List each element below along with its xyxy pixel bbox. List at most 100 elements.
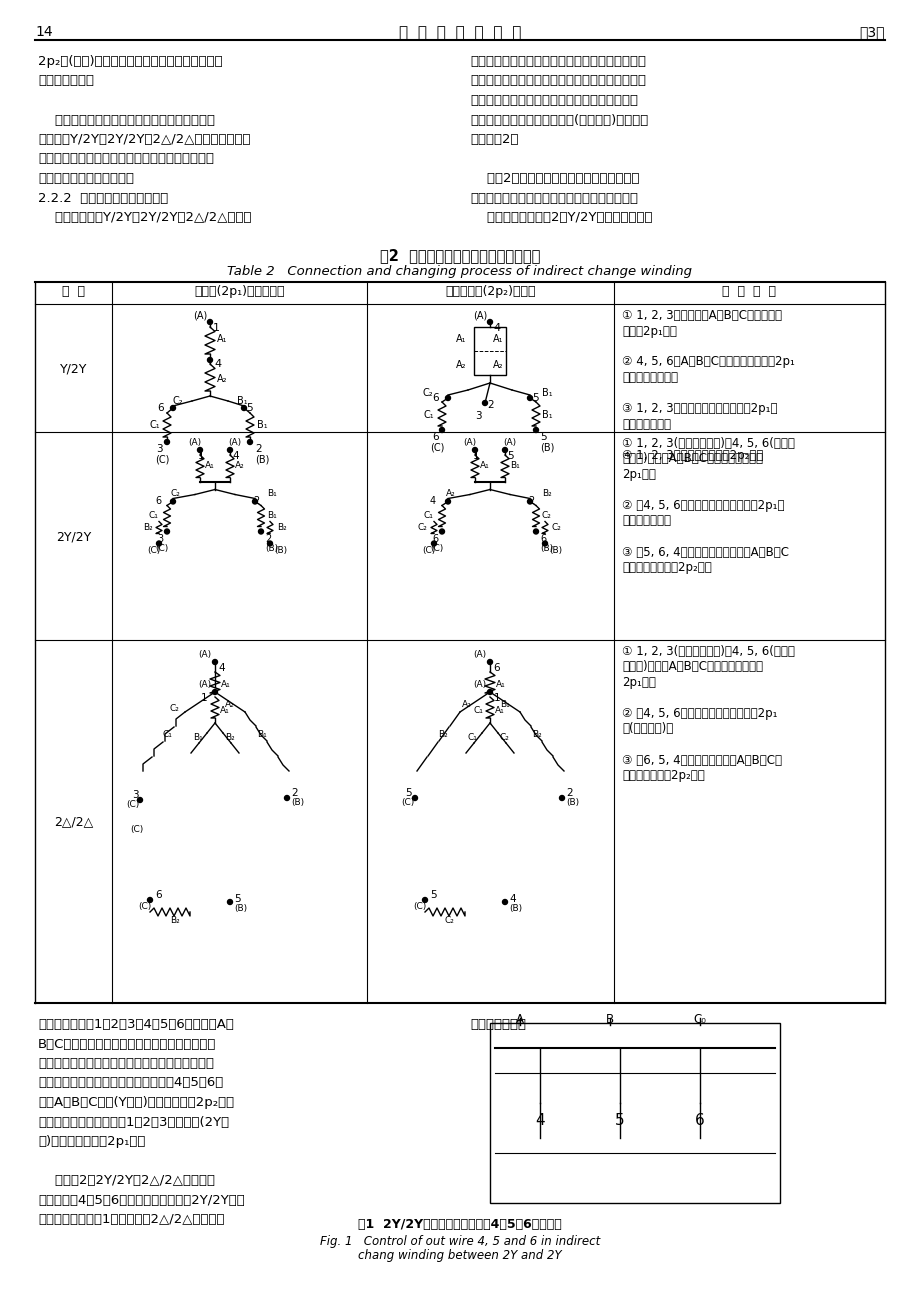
Text: 联，电机运行于2p₂极。: 联，电机运行于2p₂极。 bbox=[621, 769, 704, 782]
Circle shape bbox=[284, 795, 289, 800]
Text: B₁: B₁ bbox=[509, 461, 519, 470]
Text: B₁: B₁ bbox=[267, 512, 277, 521]
Text: 2Y/2Y: 2Y/2Y bbox=[56, 530, 91, 543]
Text: (C): (C) bbox=[126, 800, 139, 810]
Text: ③ 分6, 5, 4经另一个接触器与A、B、C相: ③ 分6, 5, 4经另一个接触器与A、B、C相 bbox=[621, 753, 781, 766]
Text: (C): (C) bbox=[130, 825, 143, 834]
Text: C₂: C₂ bbox=[499, 733, 509, 743]
Text: 法)，电机将运行于2p₁极。: 法)，电机将运行于2p₁极。 bbox=[38, 1135, 145, 1148]
Text: B: B bbox=[606, 1013, 613, 1026]
Text: 相联，电机运行于2p₂极。: 相联，电机运行于2p₂极。 bbox=[621, 562, 711, 575]
Text: 运行于2p₁极；: 运行于2p₁极； bbox=[621, 324, 676, 337]
Text: 2: 2 bbox=[253, 496, 259, 506]
Text: A: A bbox=[516, 1013, 524, 1026]
Text: (C): (C) bbox=[413, 903, 425, 911]
Text: 6: 6 bbox=[539, 534, 546, 543]
Text: (C): (C) bbox=[154, 454, 169, 464]
Text: B、C相联，可能会发生部分络组短路，而产生过: B、C相联，可能会发生部分络组短路，而产生过 bbox=[38, 1038, 216, 1051]
Text: 6: 6 bbox=[157, 403, 164, 413]
Text: ② 4, 5, 6与A、B、C相联，电机运行于2p₁: ② 4, 5, 6与A、B、C相联，电机运行于2p₁ bbox=[621, 356, 794, 369]
Text: 第3卷: 第3卷 bbox=[858, 25, 884, 39]
Text: (A): (A) bbox=[199, 680, 211, 689]
Circle shape bbox=[267, 541, 272, 546]
Text: C₁: C₁ bbox=[163, 729, 173, 739]
Text: 开关接线电路如图1所示。对于2△/2△接法的情: 开关接线电路如图1所示。对于2△/2△接法的情 bbox=[38, 1214, 224, 1225]
Text: B₁: B₁ bbox=[499, 701, 509, 708]
Text: A₂: A₂ bbox=[446, 489, 455, 499]
Text: A₁: A₁ bbox=[494, 706, 505, 715]
Text: C₁: C₁ bbox=[473, 706, 483, 715]
Text: C₂: C₂ bbox=[170, 705, 180, 712]
Text: 2: 2 bbox=[486, 400, 494, 409]
Text: ① 1, 2, 3(共一个接触器)和4, 5, 6(共一个: ① 1, 2, 3(共一个接触器)和4, 5, 6(共一个 bbox=[621, 437, 794, 450]
Text: ① 1, 2, 3与三相电源A、B、C相联，电机: ① 1, 2, 3与三相电源A、B、C相联，电机 bbox=[621, 310, 781, 321]
Circle shape bbox=[542, 541, 547, 546]
Text: (A): (A) bbox=[503, 438, 516, 447]
Text: 对于表2中2Y/2Y和2△/2△接法切换: 对于表2中2Y/2Y和2△/2△接法切换 bbox=[38, 1174, 215, 1187]
Circle shape bbox=[502, 900, 507, 904]
Text: 在此，仅说明Y/2Y，2Y/2Y，2△/2△三种络: 在此，仅说明Y/2Y，2Y/2Y，2△/2△三种络 bbox=[38, 211, 251, 224]
Text: B₂: B₂ bbox=[142, 523, 153, 533]
Text: B₂: B₂ bbox=[437, 729, 448, 739]
Text: 2: 2 bbox=[528, 496, 534, 506]
Text: A₁: A₁ bbox=[480, 461, 489, 470]
Text: (A): (A) bbox=[472, 311, 486, 321]
Circle shape bbox=[439, 529, 444, 534]
Circle shape bbox=[533, 529, 538, 534]
Text: (A): (A) bbox=[199, 649, 211, 659]
Text: A₂: A₂ bbox=[217, 374, 227, 384]
Bar bbox=[490, 1023, 779, 1203]
Circle shape bbox=[487, 660, 492, 664]
Text: C₁: C₁ bbox=[468, 733, 477, 743]
Circle shape bbox=[412, 795, 417, 800]
Circle shape bbox=[241, 405, 246, 411]
Text: (C): (C) bbox=[147, 546, 160, 555]
Text: 组接法有Y/2Y，2Y/2Y，2△/2△，当这三种接法: 组接法有Y/2Y，2Y/2Y，2△/2△，当这三种接法 bbox=[38, 133, 250, 146]
Text: 切  换  过  程: 切 换 过 程 bbox=[721, 285, 776, 298]
Text: 极（切换过程）；: 极（切换过程）； bbox=[621, 371, 677, 384]
Text: 5: 5 bbox=[615, 1113, 624, 1128]
Text: 5: 5 bbox=[539, 432, 546, 442]
Text: 6: 6 bbox=[154, 890, 162, 900]
Text: 14: 14 bbox=[35, 25, 52, 39]
Text: A₂: A₂ bbox=[493, 359, 503, 370]
Text: 2p₁极；: 2p₁极； bbox=[621, 676, 655, 689]
Text: 4: 4 bbox=[232, 451, 238, 461]
Circle shape bbox=[431, 541, 436, 546]
Text: A₁: A₁ bbox=[221, 680, 231, 689]
Text: 接  法: 接 法 bbox=[62, 285, 85, 298]
Circle shape bbox=[156, 541, 162, 546]
Circle shape bbox=[212, 690, 217, 694]
Text: 2p₂极(高速)，切换过程完成。上述切换方式称为: 2p₂极(高速)，切换过程完成。上述切换方式称为 bbox=[38, 55, 222, 68]
Circle shape bbox=[487, 690, 492, 694]
Text: 3: 3 bbox=[157, 534, 163, 543]
Text: 述三种间接切换方式的接线图(变极前后)与切换过: 述三种间接切换方式的接线图(变极前后)与切换过 bbox=[470, 114, 648, 126]
Text: C₂: C₂ bbox=[541, 512, 551, 521]
Text: ④ 1, 2, 3短接，电机运行于2p₂极。: ④ 1, 2, 3短接，电机运行于2p₂极。 bbox=[621, 449, 763, 462]
Text: 5: 5 bbox=[429, 890, 437, 900]
Text: 电流等不良影响。如果实际应用中出现上述影响，: 电流等不良影响。如果实际应用中出现上述影响， bbox=[38, 1057, 214, 1071]
Text: ② 分4, 5, 6与电源分开，电机运行于2p₁极: ② 分4, 5, 6与电源分开，电机运行于2p₁极 bbox=[621, 499, 784, 512]
Text: (B): (B) bbox=[508, 904, 522, 913]
Text: 的倍数络组接法的切换方法与过程与之相同。上: 的倍数络组接法的切换方法与过程与之相同。上 bbox=[470, 94, 637, 108]
Text: (B): (B) bbox=[265, 543, 278, 552]
Circle shape bbox=[533, 428, 538, 433]
Text: 1: 1 bbox=[472, 451, 479, 461]
Text: (C): (C) bbox=[401, 798, 414, 807]
Text: 4: 4 bbox=[218, 663, 224, 673]
Text: 4: 4 bbox=[508, 893, 515, 904]
Text: 6: 6 bbox=[493, 663, 499, 673]
Text: (B): (B) bbox=[539, 442, 554, 453]
Circle shape bbox=[258, 529, 263, 534]
Circle shape bbox=[137, 798, 142, 803]
Text: (B): (B) bbox=[274, 546, 287, 555]
Text: （切换过程）；: （切换过程）； bbox=[621, 417, 670, 430]
Circle shape bbox=[527, 499, 532, 504]
Text: 6: 6 bbox=[695, 1113, 704, 1128]
Text: （切换过程）；: （切换过程）； bbox=[621, 514, 670, 527]
Circle shape bbox=[227, 900, 233, 904]
Text: 2△/2△: 2△/2△ bbox=[54, 816, 93, 828]
Circle shape bbox=[527, 395, 532, 400]
Circle shape bbox=[208, 320, 212, 324]
Text: 经研究可知，能够采用间接切换方式的定子络: 经研究可知，能够采用间接切换方式的定子络 bbox=[38, 114, 215, 126]
